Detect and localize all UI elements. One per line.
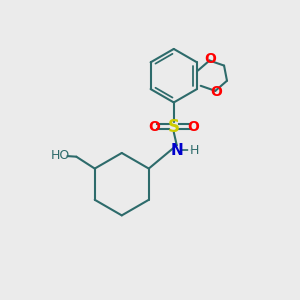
Text: O: O [210, 85, 222, 99]
Text: H: H [190, 143, 199, 157]
Text: S: S [168, 118, 180, 136]
Text: HO: HO [50, 149, 70, 162]
Text: O: O [204, 52, 216, 66]
Text: O: O [148, 120, 160, 134]
Text: N: N [170, 142, 183, 158]
Text: O: O [187, 120, 199, 134]
